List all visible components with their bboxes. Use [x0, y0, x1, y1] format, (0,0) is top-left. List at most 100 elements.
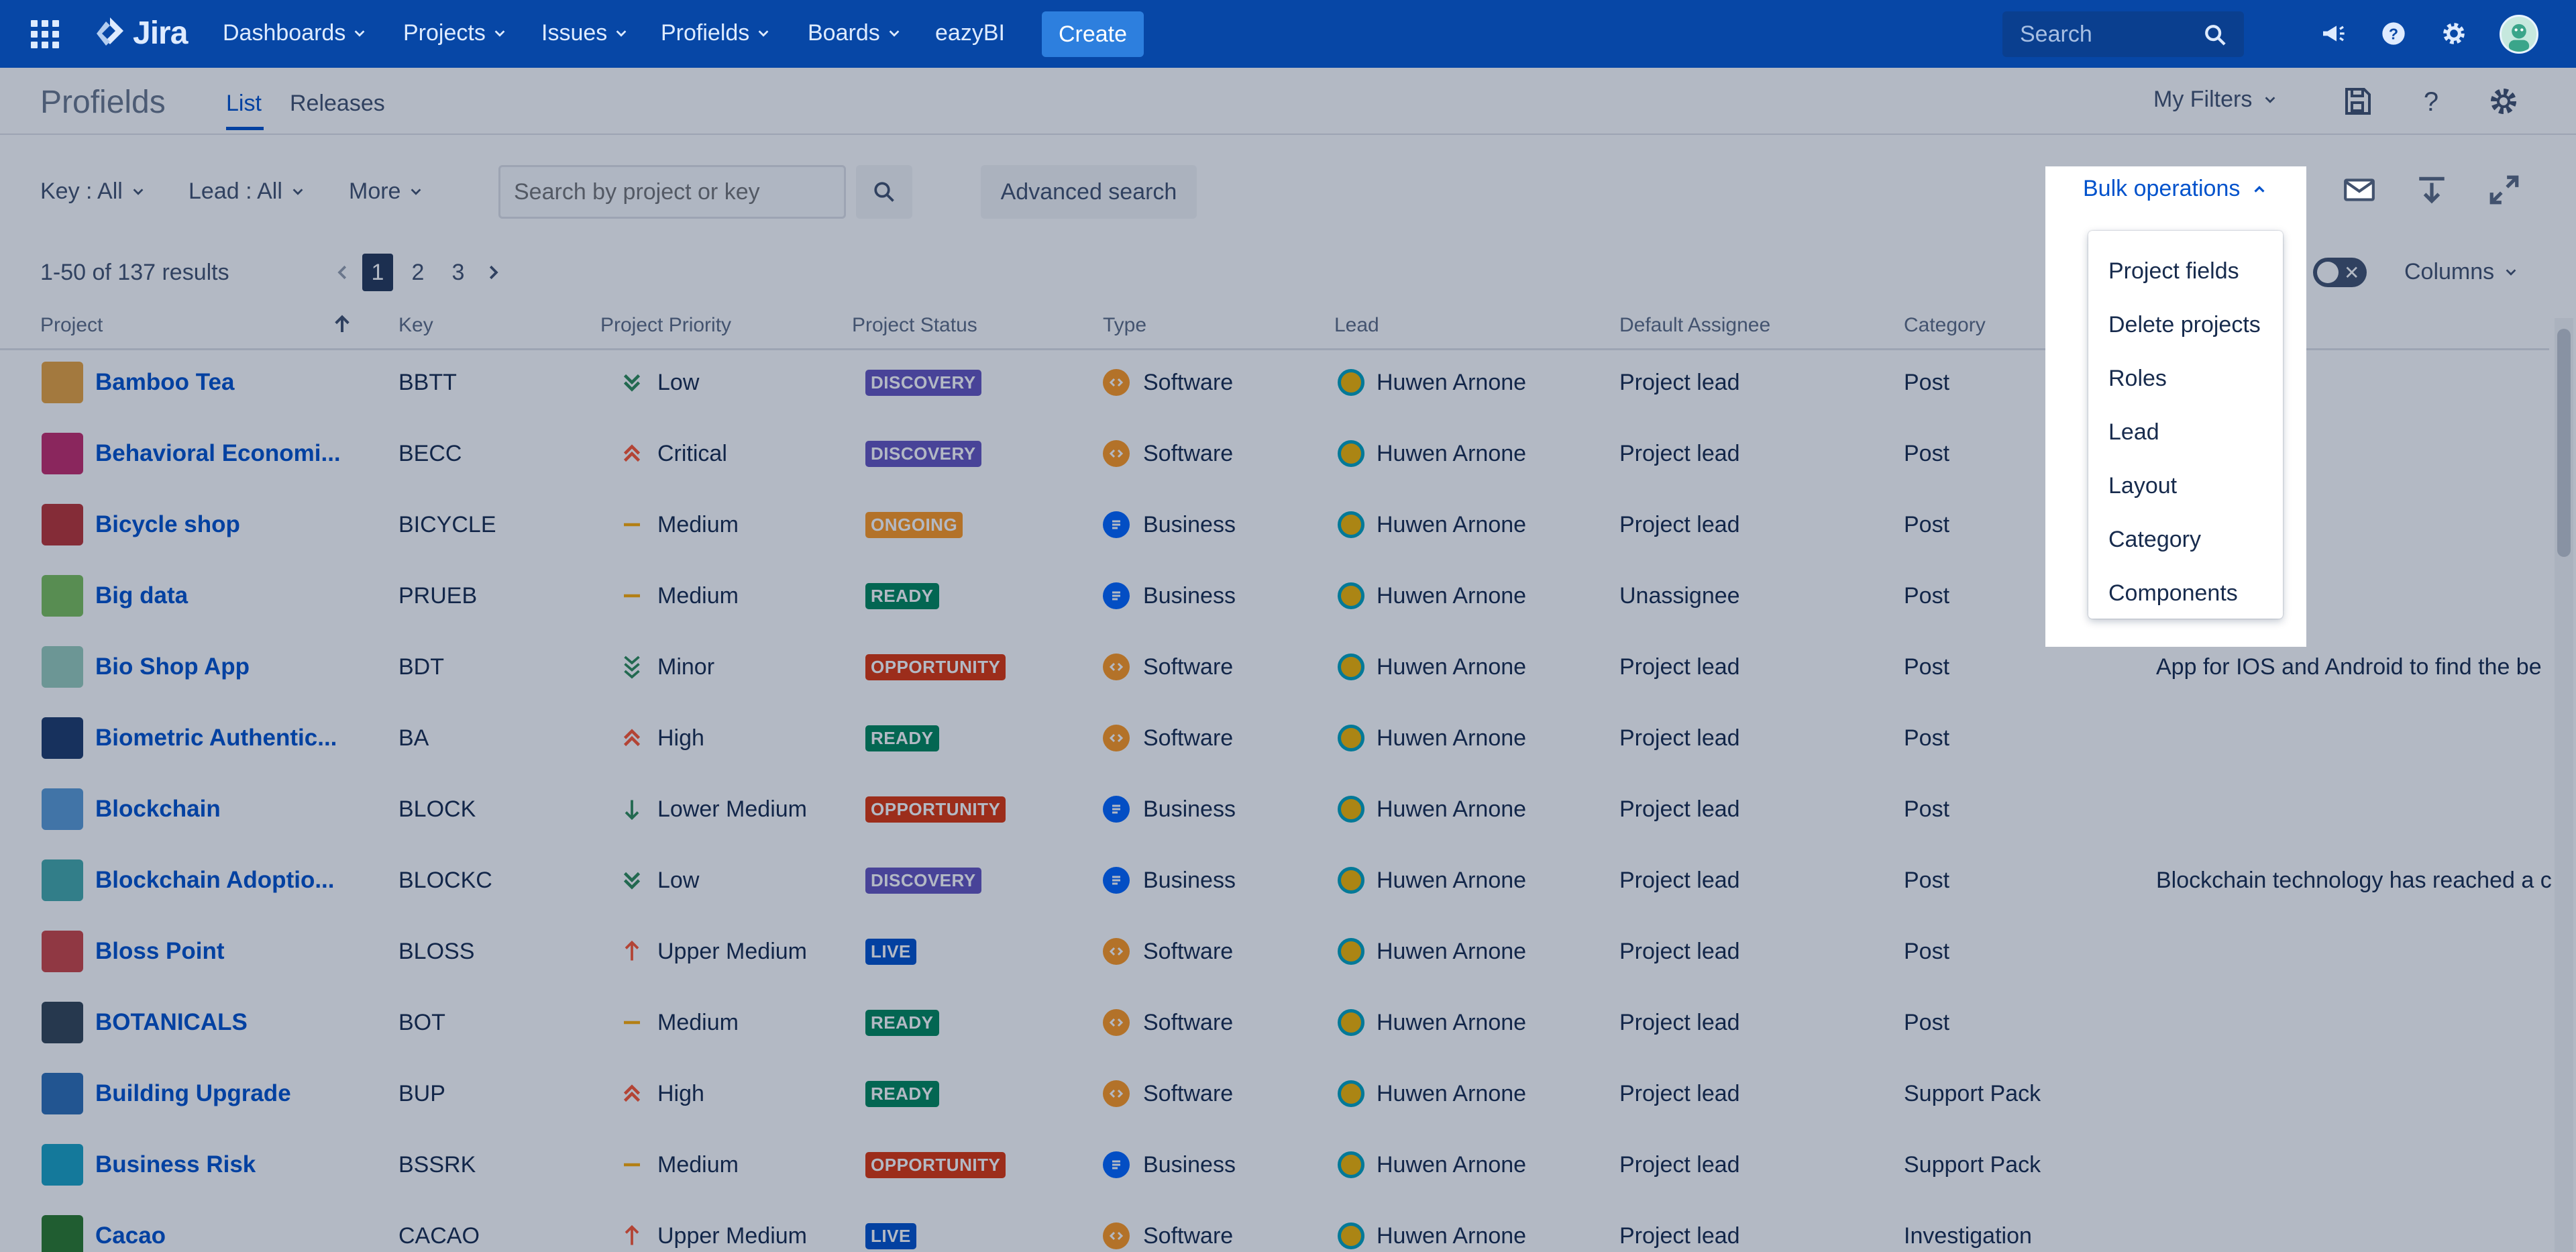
- scrollbar-thumb[interactable]: [2557, 329, 2571, 557]
- project-name-link[interactable]: Behavioral Economi...: [95, 440, 341, 466]
- project-name-link[interactable]: Building Upgrade: [95, 1080, 291, 1106]
- project-lead[interactable]: Huwen Arnone: [1338, 631, 1526, 702]
- settings-gear-icon[interactable]: [2487, 85, 2520, 117]
- column-header-project[interactable]: Project: [40, 314, 103, 336]
- table-row[interactable]: Blockchain BLOCK Lower Medium OPPORTUNITY Bu…: [0, 774, 2549, 845]
- menu-item-roles[interactable]: Roles: [2108, 365, 2167, 391]
- save-icon[interactable]: [2341, 85, 2373, 117]
- key-filter[interactable]: Key : All: [40, 178, 146, 205]
- project-lead[interactable]: Huwen Arnone: [1338, 1200, 1526, 1252]
- table-row[interactable]: BOTANICALS BOT Medium READY Software Huwen Ar…: [0, 987, 2549, 1058]
- project-lead[interactable]: Huwen Arnone: [1338, 702, 1526, 774]
- user-avatar[interactable]: [2500, 15, 2538, 54]
- nav-eazybi[interactable]: eazyBI: [935, 20, 1005, 46]
- project-lead[interactable]: Huwen Arnone: [1338, 347, 1526, 418]
- global-search-input[interactable]: Search: [2002, 11, 2244, 57]
- bulk-operations-button[interactable]: Bulk operations: [2083, 176, 2267, 202]
- tab-list[interactable]: List: [226, 91, 262, 116]
- column-header-project-priority[interactable]: Project Priority: [600, 314, 732, 336]
- page-1[interactable]: 1: [362, 254, 393, 291]
- chevron-right-icon[interactable]: [483, 261, 503, 284]
- app-switcher-icon[interactable]: [31, 20, 59, 48]
- columns-button[interactable]: Columns: [2404, 259, 2518, 285]
- project-avatar: [42, 433, 83, 474]
- project-name-link[interactable]: Big data: [95, 582, 189, 609]
- column-header-key[interactable]: Key: [398, 314, 433, 336]
- chevron-left-icon[interactable]: [333, 261, 353, 284]
- menu-item-lead[interactable]: Lead: [2108, 419, 2159, 445]
- menu-item-category[interactable]: Category: [2108, 526, 2201, 552]
- project-name-link[interactable]: BOTANICALS: [95, 1009, 248, 1035]
- project-lead[interactable]: Huwen Arnone: [1338, 418, 1526, 489]
- project-name-link[interactable]: Cacao: [95, 1222, 166, 1249]
- table-row[interactable]: Business Risk BSSRK Medium OPPORTUNITY Busin…: [0, 1129, 2549, 1200]
- project-name-link[interactable]: Business Risk: [95, 1151, 256, 1178]
- scrollbar[interactable]: [2555, 318, 2573, 1252]
- nav-projects[interactable]: Projects: [403, 20, 507, 46]
- search-button[interactable]: [856, 165, 912, 219]
- export-download-icon[interactable]: [2415, 173, 2449, 207]
- page-2[interactable]: 2: [411, 259, 425, 285]
- column-header-category[interactable]: Category: [1904, 314, 1986, 336]
- nav-dashboards[interactable]: Dashboards: [223, 20, 367, 46]
- advanced-search-button[interactable]: Advanced search: [981, 165, 1197, 219]
- settings-gear-icon[interactable]: [2440, 20, 2467, 47]
- nav-profields[interactable]: Profields: [661, 20, 771, 46]
- project-search-input[interactable]: [498, 165, 846, 219]
- project-lead[interactable]: Huwen Arnone: [1338, 916, 1526, 987]
- project-name-link[interactable]: Blockchain Adoptio...: [95, 867, 335, 893]
- project-lead[interactable]: Huwen Arnone: [1338, 1129, 1526, 1200]
- create-button[interactable]: Create: [1042, 11, 1144, 57]
- page-header: Profields List Releases My Filters ?: [0, 68, 2576, 135]
- column-header-project-status[interactable]: Project Status: [852, 314, 977, 336]
- column-header-lead[interactable]: Lead: [1334, 314, 1379, 336]
- menu-item-project-fields[interactable]: Project fields: [2108, 258, 2239, 284]
- table-row[interactable]: Behavioral Economi... BECC Critical DISCOVE…: [0, 418, 2549, 489]
- tab-releases[interactable]: Releases: [290, 91, 385, 116]
- column-header-default-assignee[interactable]: Default Assignee: [1619, 314, 1771, 336]
- nav-boards[interactable]: Boards: [808, 20, 902, 46]
- sort-ascending-icon[interactable]: [331, 313, 353, 335]
- menu-item-components[interactable]: Components: [2108, 580, 2238, 606]
- help-icon[interactable]: ?: [2380, 20, 2407, 47]
- table-row[interactable]: Bloss Point BLOSS Upper Medium LIVE Software…: [0, 916, 2549, 987]
- table-row[interactable]: Biometric Authentic... BA High READY Softwar…: [0, 702, 2549, 774]
- menu-item-delete-projects[interactable]: Delete projects: [2108, 311, 2261, 337]
- jira-logo[interactable]: Jira: [94, 15, 188, 52]
- arrow-up-icon: [625, 940, 639, 961]
- project-lead[interactable]: Huwen Arnone: [1338, 845, 1526, 916]
- project-lead[interactable]: Huwen Arnone: [1338, 1058, 1526, 1129]
- project-name-link[interactable]: Blockchain: [95, 796, 221, 822]
- table-row[interactable]: Big data PRUEB Medium READY Business Huwen Ar…: [0, 560, 2549, 631]
- lead-filter[interactable]: Lead : All: [189, 178, 305, 205]
- project-name-link[interactable]: Bicycle shop: [95, 511, 240, 537]
- project-lead[interactable]: Huwen Arnone: [1338, 489, 1526, 560]
- column-header-type[interactable]: Type: [1103, 314, 1147, 336]
- project-lead[interactable]: Huwen Arnone: [1338, 987, 1526, 1058]
- page-3[interactable]: 3: [451, 259, 465, 285]
- table-row[interactable]: Building Upgrade BUP High READY Software Huwe…: [0, 1058, 2549, 1129]
- my-filters-dropdown[interactable]: My Filters: [2153, 87, 2277, 113]
- table-row[interactable]: Bicycle shop BICYCLE Medium ONGOING Business…: [0, 489, 2549, 560]
- help-question-icon[interactable]: ?: [2415, 85, 2447, 117]
- project-name-link[interactable]: Bloss Point: [95, 938, 225, 964]
- project-key: BLOSS: [398, 938, 475, 964]
- project-name-link[interactable]: Bio Shop App: [95, 654, 250, 680]
- table-row[interactable]: Cacao CACAO Upper Medium LIVE Software Huwen …: [0, 1200, 2549, 1252]
- project-name-link[interactable]: Bamboo Tea: [95, 369, 235, 395]
- view-toggle[interactable]: [2313, 258, 2367, 287]
- nav-issues[interactable]: Issues: [541, 20, 629, 46]
- project-name-link[interactable]: Biometric Authentic...: [95, 725, 337, 751]
- project-lead[interactable]: Huwen Arnone: [1338, 560, 1526, 631]
- megaphone-icon[interactable]: [2320, 20, 2347, 47]
- more-filter[interactable]: More: [349, 178, 423, 205]
- project-lead[interactable]: Huwen Arnone: [1338, 774, 1526, 845]
- table-row[interactable]: Bio Shop App BDT Minor OPPORTUNITY Software H…: [0, 631, 2549, 702]
- chevron-down-icon: [2265, 96, 2275, 103]
- expand-fullscreen-icon[interactable]: [2487, 173, 2521, 207]
- table-row[interactable]: Bamboo Tea BBTT Low DISCOVERY Software Huwen …: [0, 347, 2549, 418]
- email-icon[interactable]: [2343, 173, 2376, 207]
- table-row[interactable]: Blockchain Adoptio... BLOCKC Low DISCOVERY B…: [0, 845, 2552, 916]
- search-icon[interactable]: [2204, 23, 2226, 46]
- menu-item-layout[interactable]: Layout: [2108, 472, 2178, 499]
